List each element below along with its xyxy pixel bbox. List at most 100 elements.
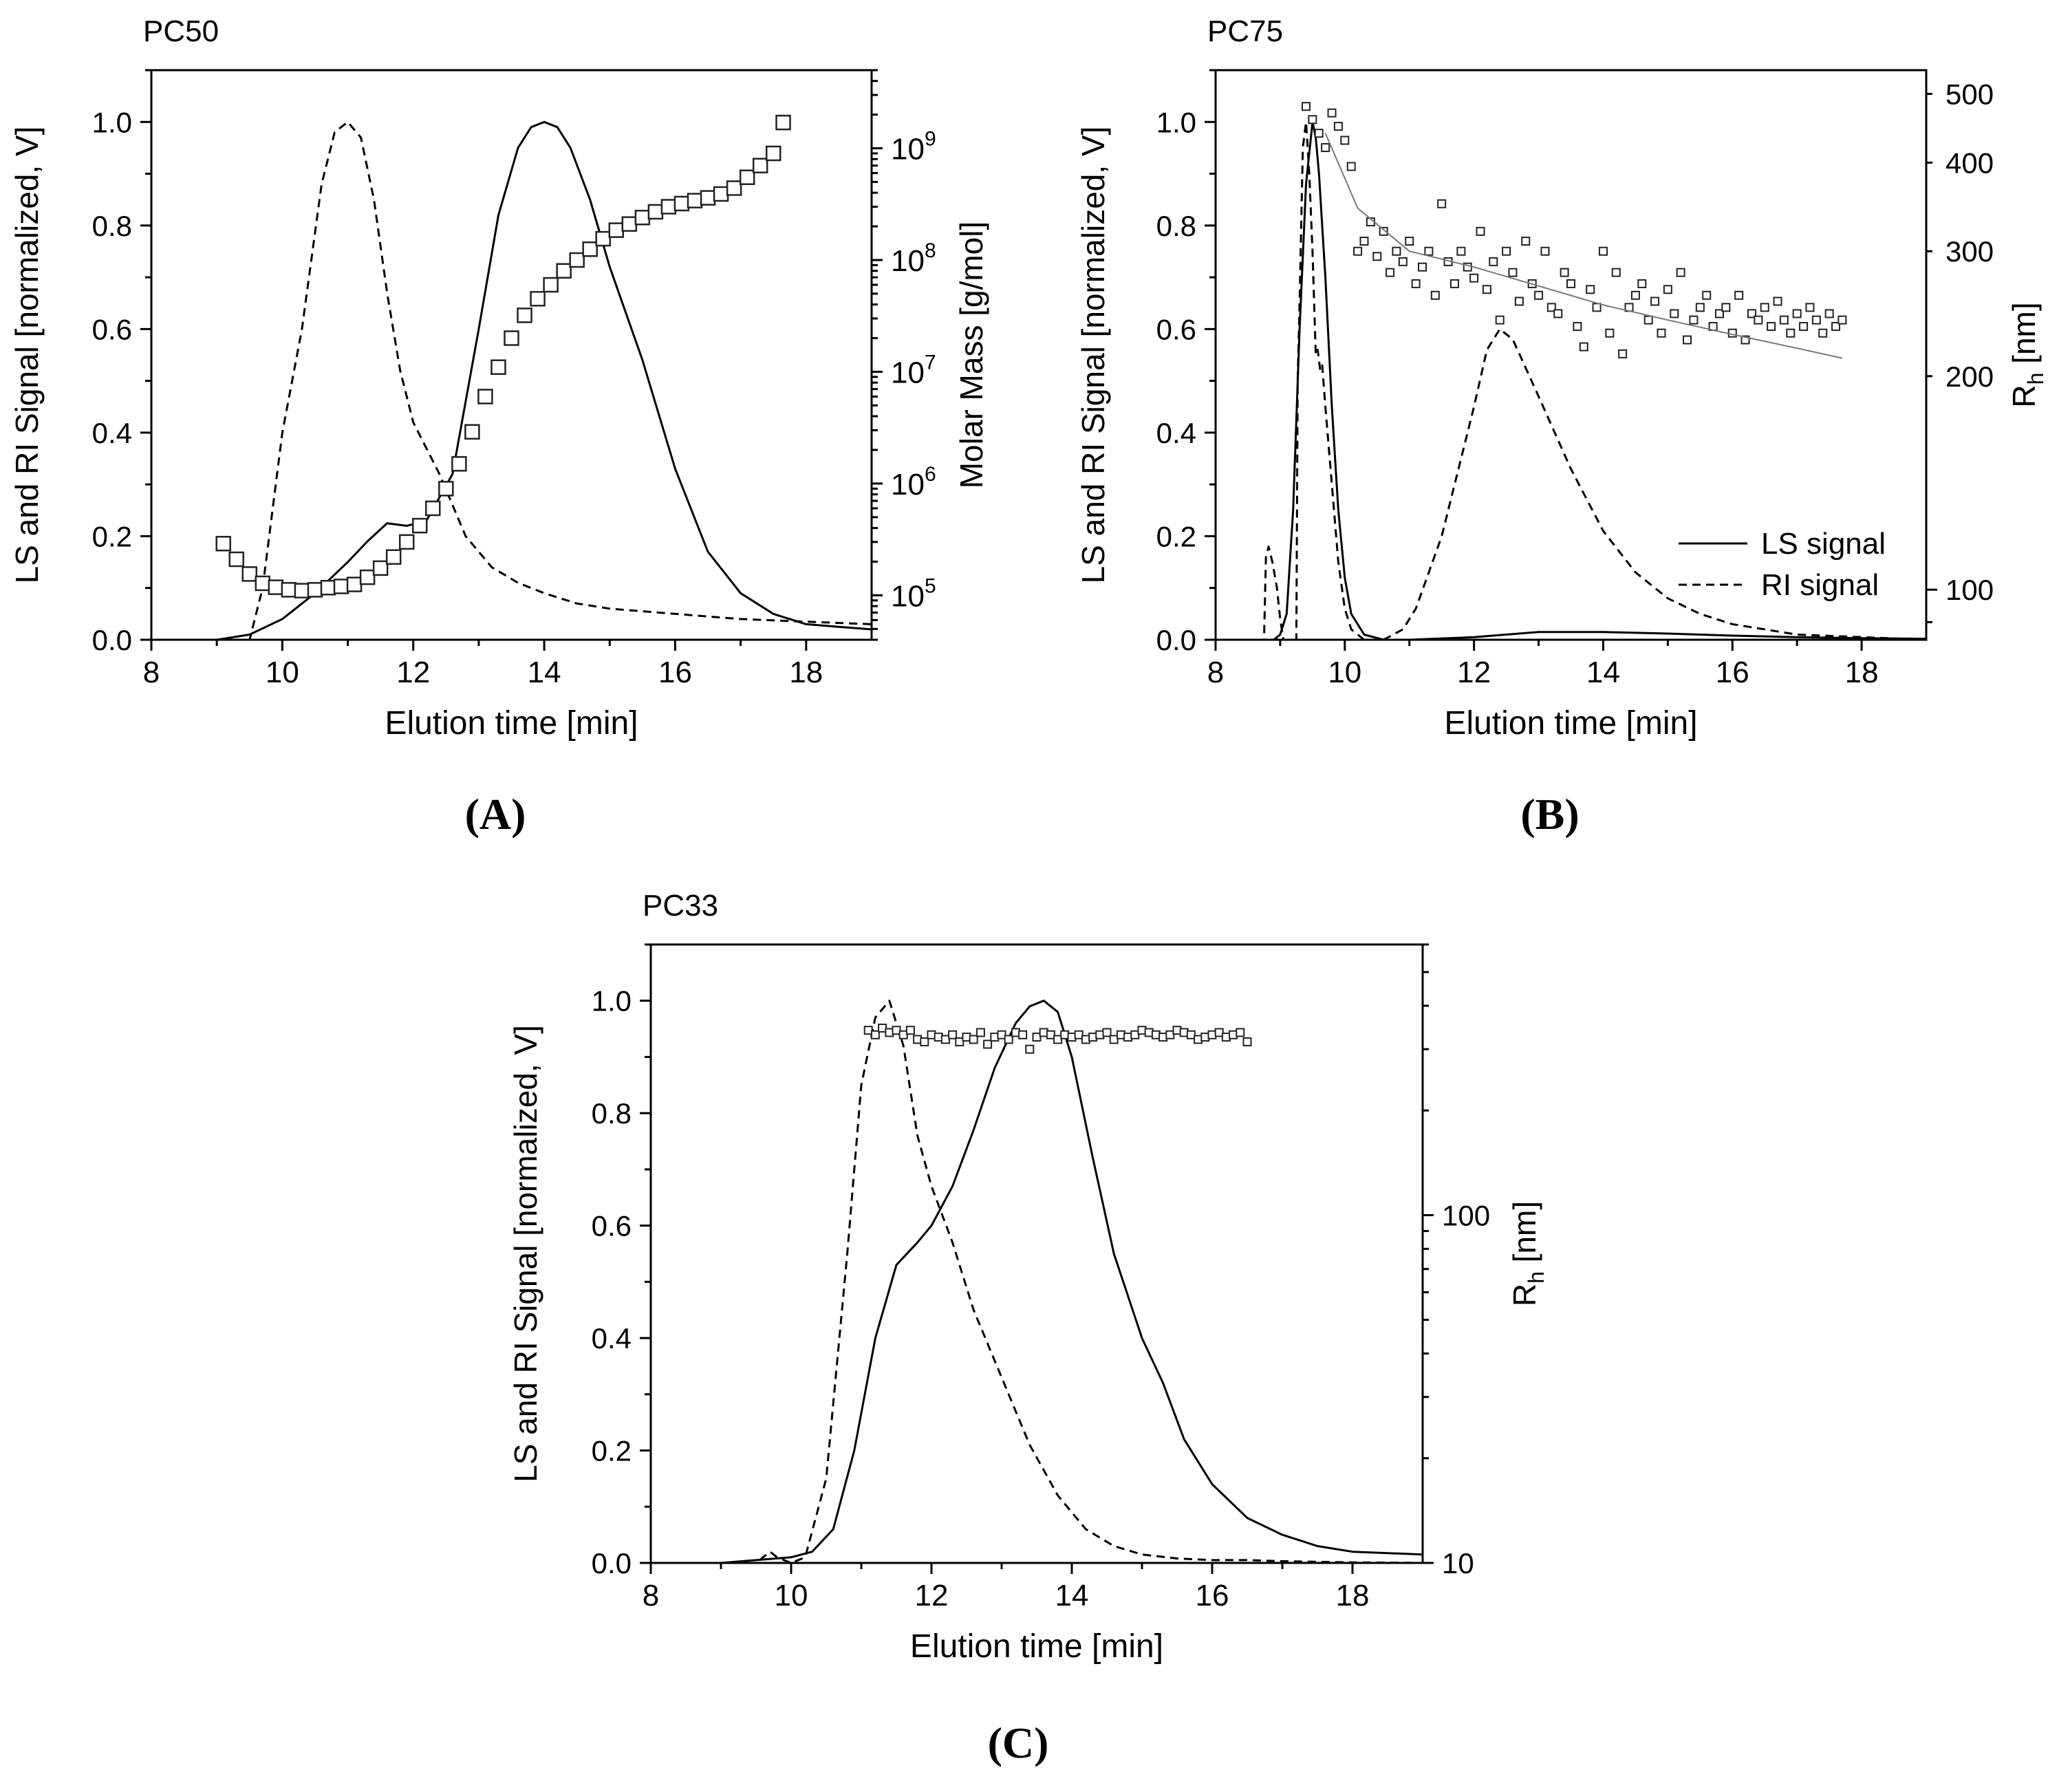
x-tick-label: 12	[396, 656, 430, 689]
data-point	[1689, 315, 1699, 325]
data-point	[1670, 309, 1679, 319]
x-tick-label: 10	[266, 656, 299, 689]
data-point	[1386, 268, 1395, 277]
data-point	[1032, 1033, 1042, 1042]
data-point	[1437, 199, 1447, 208]
data-point	[1818, 328, 1828, 338]
data-point	[739, 169, 755, 185]
data-point	[1676, 268, 1685, 277]
x-tick-label: 18	[789, 656, 823, 689]
y2-tick-label: 106	[891, 463, 936, 501]
y2-tick-label: 105	[891, 574, 936, 613]
y2-tick-label: 300	[1945, 235, 1994, 268]
data-point	[1767, 322, 1776, 332]
data-point	[1534, 290, 1544, 300]
data-point	[1786, 328, 1796, 338]
data-point	[898, 1030, 908, 1039]
data-point	[1650, 296, 1660, 306]
data-point	[1340, 136, 1350, 145]
data-point	[1605, 328, 1615, 338]
data-point	[905, 1026, 915, 1035]
y2-tick-label: 100	[1945, 574, 1994, 606]
data-layer	[151, 114, 872, 640]
data-point	[438, 481, 454, 497]
y-tick-label: 0.6	[1156, 313, 1196, 345]
y-tick-label: 0.2	[1156, 520, 1196, 552]
data-point	[940, 1035, 950, 1044]
data-point	[1792, 309, 1802, 319]
x-tick-label: 14	[528, 656, 561, 689]
data-point	[569, 252, 585, 268]
legend: LS signal RI signal	[1679, 527, 1886, 602]
y-tick-label: 0.8	[1156, 210, 1196, 242]
data-point	[346, 576, 363, 592]
panel-A: PC50 8 10 12 14 16 18 Elution time [min] 0.0 0.2 0…	[9, 14, 989, 742]
x-tick-label: 8	[1207, 656, 1224, 689]
y-tick-label: 0.6	[592, 1210, 632, 1242]
data-point	[1579, 342, 1588, 352]
x-tick-label: 8	[643, 1579, 659, 1612]
data-point	[255, 575, 271, 592]
data-point	[1489, 257, 1498, 266]
panel-title: PC50	[143, 14, 219, 48]
data-point	[320, 580, 336, 596]
data-point	[372, 560, 389, 576]
y-tick-label: 0.0	[592, 1547, 632, 1579]
data-point	[307, 582, 323, 598]
data-point	[1398, 257, 1408, 266]
data-point	[775, 114, 791, 131]
data-point	[477, 389, 493, 404]
x-tick-label: 12	[915, 1579, 949, 1612]
panel-caption: (A)	[465, 790, 526, 839]
data-point	[1074, 1030, 1084, 1039]
data-point	[215, 535, 231, 552]
data-point	[491, 359, 506, 375]
data-point	[1721, 303, 1731, 312]
series-ls-signal	[151, 120, 872, 640]
data-point	[1346, 162, 1356, 171]
data-point	[1102, 1028, 1112, 1037]
data-point	[752, 158, 768, 173]
data-point	[1502, 246, 1511, 256]
data-point	[1109, 1035, 1119, 1044]
data-point	[1553, 309, 1563, 319]
x-tick-label: 18	[1336, 1579, 1370, 1612]
data-point	[1592, 303, 1602, 312]
data-point	[241, 566, 258, 582]
data-point	[451, 456, 467, 472]
panel-C: PC33 8 10 12 14 16 18 Elution time [min] 0.0 0.2 0…	[508, 889, 1549, 1665]
data-layer	[1216, 102, 1926, 640]
data-point	[1482, 285, 1491, 294]
data-point	[660, 199, 677, 215]
data-point	[1611, 268, 1621, 277]
panel-title: PC33	[643, 889, 718, 922]
y2-tick-label: 108	[891, 239, 936, 278]
data-point	[1018, 1030, 1028, 1039]
y-tick-label: 0.2	[92, 520, 132, 552]
data-point	[464, 424, 480, 440]
y-tick-label: 1.0	[92, 106, 132, 138]
data-point	[1657, 328, 1666, 338]
data-point	[1734, 290, 1744, 300]
y-tick-label: 0.8	[92, 210, 132, 242]
data-point	[920, 1037, 929, 1046]
data-point	[1449, 279, 1459, 288]
data-layer	[651, 1000, 1423, 1563]
data-point	[504, 330, 519, 346]
data-point	[425, 500, 441, 517]
data-point	[1476, 226, 1485, 236]
series-ri-signal	[1216, 120, 1926, 640]
data-point	[1546, 303, 1556, 312]
data-point	[1430, 290, 1440, 300]
data-point	[411, 517, 428, 534]
y-axis-label: LS and RI Signal [normalized, V]	[508, 1025, 543, 1482]
x-axis-label: Elution time [min]	[385, 705, 638, 742]
panel-title: PC75	[1207, 14, 1283, 48]
y2-tick-label: 500	[1945, 78, 1994, 110]
data-point	[765, 145, 781, 162]
data-point	[1779, 315, 1789, 325]
data-point	[700, 190, 716, 206]
data-point	[1004, 1035, 1013, 1044]
data-point	[983, 1039, 993, 1049]
data-point	[892, 1026, 901, 1035]
